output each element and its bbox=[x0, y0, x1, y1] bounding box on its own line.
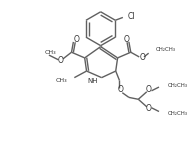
Text: O: O bbox=[118, 85, 123, 94]
Text: O: O bbox=[139, 53, 145, 62]
Text: O: O bbox=[73, 35, 79, 44]
Text: O: O bbox=[57, 56, 63, 65]
Text: O: O bbox=[146, 85, 152, 94]
Text: CH₂CH₃: CH₂CH₃ bbox=[167, 111, 188, 116]
Text: CH₃: CH₃ bbox=[44, 50, 56, 55]
Text: Cl: Cl bbox=[128, 12, 135, 21]
Text: CH₂CH₃: CH₂CH₃ bbox=[167, 83, 188, 88]
Text: O: O bbox=[123, 35, 129, 44]
Text: CH₃: CH₃ bbox=[55, 78, 67, 83]
Text: O: O bbox=[146, 104, 152, 113]
Text: CH₂CH₃: CH₂CH₃ bbox=[156, 47, 176, 52]
Text: NH: NH bbox=[87, 78, 98, 84]
